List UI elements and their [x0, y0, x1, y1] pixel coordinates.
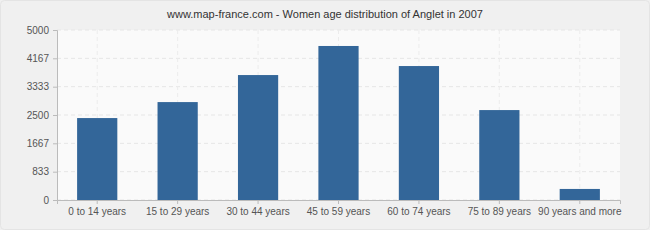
tick-label: 15 to 29 years — [146, 206, 209, 217]
tick-label: 45 to 59 years — [307, 206, 370, 217]
tick: 2500 — [27, 110, 57, 121]
tick-mark — [579, 200, 580, 204]
bar — [399, 66, 439, 200]
plot: 0 833 1667 2500 3333 4167 5000 0 to 14 years 15 … — [27, 25, 622, 217]
grid-x — [97, 30, 580, 200]
tick-mark — [53, 87, 57, 88]
bar — [318, 46, 358, 200]
tick-mark — [53, 200, 57, 201]
plot-background — [57, 30, 620, 200]
tick: 90 years and more — [538, 200, 622, 217]
tick: 1667 — [27, 138, 57, 149]
tick: 4167 — [27, 53, 57, 64]
tick: 15 to 29 years — [146, 200, 209, 217]
title: www.map-france.com - Women age distribut… — [166, 8, 483, 20]
tick-mark — [53, 172, 57, 173]
tick-mark — [97, 200, 98, 204]
y-axis: 0 833 1667 2500 3333 4167 5000 — [27, 25, 58, 206]
tick-mark — [499, 200, 500, 204]
grid-line — [579, 30, 580, 200]
tick: 0 to 14 years — [68, 200, 126, 217]
tick-label: 60 to 74 years — [387, 206, 450, 217]
bar — [158, 102, 198, 200]
axis-line — [58, 201, 621, 205]
tick-mark — [338, 200, 339, 204]
tick-mark — [53, 30, 57, 31]
grid — [57, 30, 620, 200]
tick: 0 — [43, 195, 57, 206]
tick-mark — [53, 115, 57, 116]
bars — [77, 46, 600, 200]
tick-mark — [418, 200, 419, 204]
tick-label: 833 — [32, 166, 49, 177]
bar — [479, 110, 519, 200]
tick-label: 90 years and more — [538, 206, 622, 217]
background — [1, 1, 650, 230]
tick: 60 to 74 years — [387, 200, 450, 217]
tick-mark — [258, 200, 259, 204]
bar — [560, 189, 600, 200]
tick-mark — [53, 143, 57, 144]
tick-label: 75 to 89 years — [468, 206, 531, 217]
tick-label: 4167 — [27, 53, 50, 64]
tick: 833 — [32, 166, 57, 177]
tick: 75 to 89 years — [468, 200, 531, 217]
tick-label: 30 to 44 years — [226, 206, 289, 217]
axis-line — [53, 31, 58, 201]
tick: 3333 — [27, 81, 57, 92]
tick: 45 to 59 years — [307, 200, 370, 217]
tick-label: 0 to 14 years — [68, 206, 126, 217]
tick: 30 to 44 years — [226, 200, 289, 217]
bar — [238, 75, 278, 200]
tick-label: 3333 — [27, 81, 50, 92]
tick-label: 0 — [43, 195, 49, 206]
bar — [77, 118, 117, 200]
chart: www.map-france.com - Women age distribut… — [0, 0, 650, 230]
x-axis: 0 to 14 years 15 to 29 years 30 to 44 year… — [58, 200, 622, 217]
tick-mark — [177, 200, 178, 204]
tick-label: 1667 — [27, 138, 50, 149]
tick-label: 5000 — [27, 25, 50, 36]
tick-label: 2500 — [27, 110, 50, 121]
tick-mark — [53, 58, 57, 59]
tick: 5000 — [27, 25, 57, 36]
